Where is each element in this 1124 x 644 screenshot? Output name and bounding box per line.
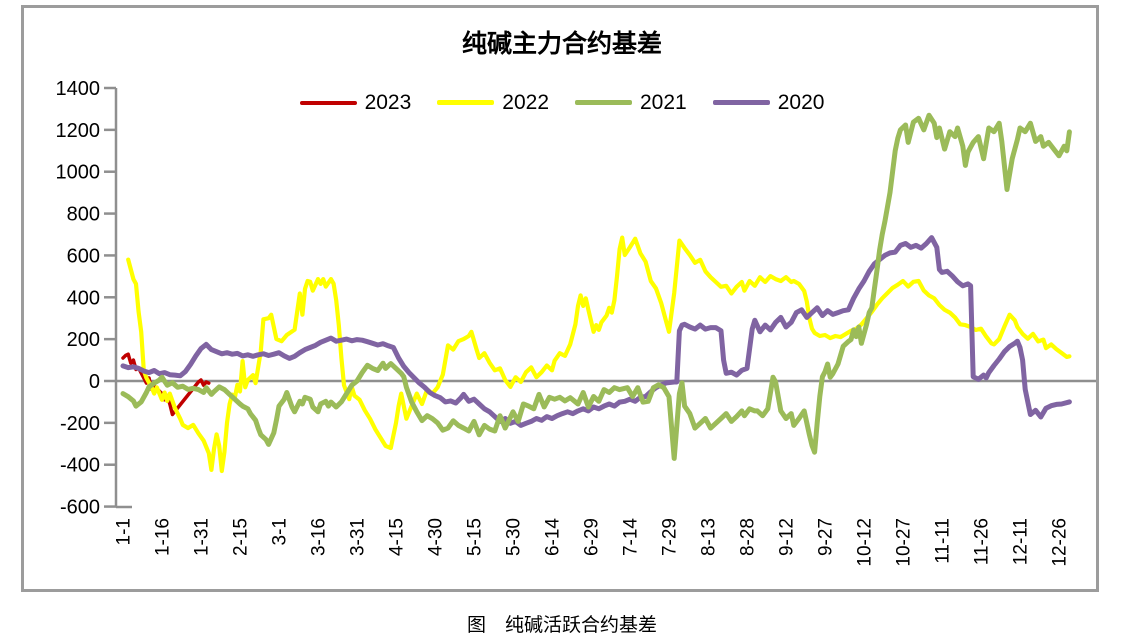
- x-tick-label: 12-11: [1011, 518, 1032, 565]
- chart-title: 纯碱主力合约基差: [461, 29, 662, 58]
- x-tick-label: 11-26: [972, 518, 993, 565]
- legend-item-2022: 2022: [437, 92, 549, 113]
- x-tick-label: 4-30: [426, 518, 447, 556]
- legend-swatch-2022: [437, 100, 495, 105]
- y-tick-label: 1000: [56, 162, 101, 184]
- legend-item-2021: 2021: [575, 92, 687, 113]
- x-tick-label: 7-14: [621, 518, 642, 556]
- x-tick-label: 4-15: [387, 518, 408, 556]
- y-tick-label: 0: [89, 371, 100, 393]
- x-tick-label: 2-15: [231, 518, 252, 556]
- x-tick-label: 10-12: [855, 518, 876, 567]
- y-tick-label: 200: [67, 329, 100, 351]
- legend-item-2020: 2020: [712, 91, 825, 114]
- x-tick-label: 5-15: [465, 518, 486, 556]
- series-line-2022: [126, 235, 1072, 474]
- legend-label-2021: 2021: [640, 91, 687, 114]
- series-lines: [120, 112, 1072, 474]
- y-tick-label: -400: [60, 455, 100, 477]
- y-tick-label: -600: [60, 497, 100, 519]
- legend-swatch-2021: [575, 100, 632, 105]
- figure-border: [21, 5, 1099, 592]
- x-tick-label: 10-27: [894, 518, 915, 567]
- x-tick-label: 6-29: [582, 518, 603, 556]
- x-tick-label: 3-31: [348, 518, 369, 556]
- x-axis: 1-1 1-16 1-31 2-15 3-1 3-16 3-31 4-15 4-30 5-15 5-…: [114, 518, 1071, 567]
- y-tick-label: 400: [67, 287, 100, 309]
- legend-swatch-2023: [299, 100, 357, 105]
- series-line-2021: [120, 112, 1072, 461]
- legend-label-2022: 2022: [502, 91, 549, 114]
- x-tick-label: 8-28: [738, 518, 759, 556]
- x-tick-label: 6-14: [543, 518, 564, 556]
- y-tick-label: 600: [67, 245, 100, 267]
- legend-label-2020: 2020: [777, 91, 825, 114]
- x-tick-label: 11-11: [933, 518, 954, 564]
- x-tick-label: 9-12: [777, 518, 798, 556]
- y-tick-label: 800: [67, 204, 100, 226]
- y-axis: 1400 1200 1000 800 600 400 200 0 -200 -400 -600: [56, 78, 132, 519]
- y-tick-label: -200: [60, 413, 100, 435]
- x-tick-label: 9-27: [816, 518, 837, 556]
- x-tick-label: 8-13: [699, 518, 720, 556]
- chart-legend: 2023 2022 2021 2020: [0, 92, 1124, 113]
- x-tick-label: 7-29: [660, 518, 681, 556]
- x-tick-label: 12-26: [1050, 518, 1071, 567]
- x-tick-label: 1-16: [153, 518, 174, 556]
- series-line-2020: [120, 235, 1072, 428]
- x-tick-label: 5-30: [504, 518, 525, 556]
- legend-item-2023: 2023: [299, 91, 412, 114]
- y-tick-label: 1200: [56, 120, 101, 142]
- legend-label-2023: 2023: [364, 91, 412, 114]
- x-tick-label: 1-31: [192, 518, 213, 556]
- figure-caption: 图 纯碱活跃合约基差: [466, 614, 657, 636]
- x-tick-label: 3-1: [270, 518, 291, 545]
- x-tick-label: 1-1: [114, 518, 135, 545]
- y-tick-label: 1400: [56, 78, 101, 100]
- x-tick-label: 3-16: [309, 518, 330, 556]
- legend-swatch-2020: [712, 100, 770, 105]
